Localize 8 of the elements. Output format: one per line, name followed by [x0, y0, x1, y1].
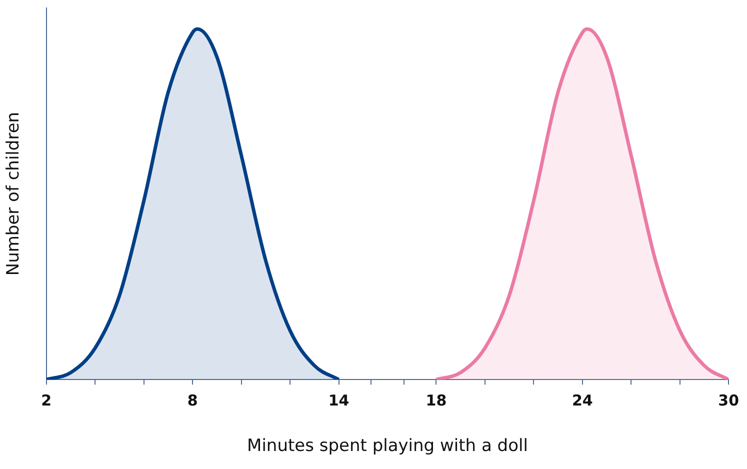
x-tick-label: 14: [328, 391, 350, 410]
x-tick-label: 18: [426, 391, 447, 410]
x-tick-label: 2: [41, 391, 52, 410]
x-tick-label: 30: [718, 391, 739, 410]
x-axis-title: Minutes spent playing with a doll: [247, 436, 528, 456]
y-axis-title: Number of children: [4, 112, 24, 276]
x-tick-label: 24: [572, 391, 593, 410]
x-tick-label: 8: [187, 391, 198, 410]
